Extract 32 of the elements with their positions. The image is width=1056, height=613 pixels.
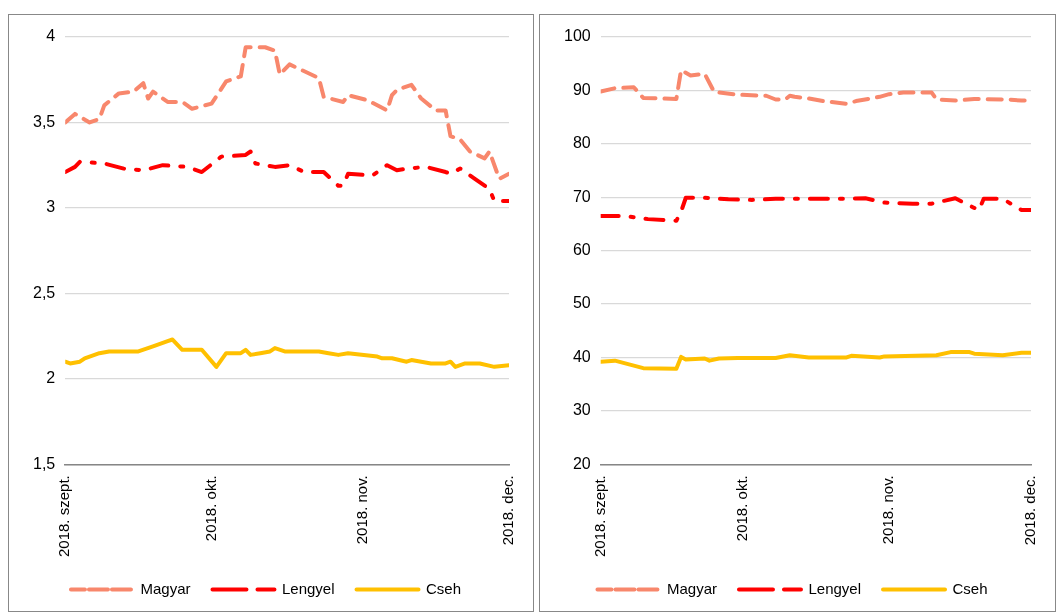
y-tick-label: 4 xyxy=(46,27,56,45)
y-tick-label: 70 xyxy=(572,187,591,205)
y-tick-label: 3 xyxy=(46,198,56,216)
x-tick-label: 2018. dec. xyxy=(1021,475,1039,546)
y-tick-label: 3,5 xyxy=(32,112,56,130)
y-tick-label: 40 xyxy=(572,347,591,365)
y-tick-label: 1,5 xyxy=(32,454,56,472)
y-tick-label: 80 xyxy=(572,134,591,152)
y-tick-label: 90 xyxy=(572,80,591,98)
legend-label: Magyar xyxy=(666,579,717,597)
y-tick-label: 20 xyxy=(572,454,591,472)
legend-label: Magyar xyxy=(140,579,191,597)
line-series xyxy=(600,195,1031,223)
x-tick-label: 2018. okt. xyxy=(732,475,750,542)
y-tick-label: 30 xyxy=(572,401,591,419)
x-tick-label: 2018. szept. xyxy=(55,475,73,558)
y-tick-label: 60 xyxy=(572,241,591,259)
x-tick-label: 2018. okt. xyxy=(201,475,219,542)
legend-label: Lengyel xyxy=(808,579,862,597)
y-tick-label: 100 xyxy=(563,27,591,45)
y-tick-label: 50 xyxy=(572,294,591,312)
legend-label: Cseh xyxy=(426,579,462,597)
y-tick-label: 2,5 xyxy=(32,283,56,301)
x-tick-label: 2018. szept. xyxy=(590,475,608,558)
x-tick-label: 2018. dec. xyxy=(499,475,517,546)
legend-label: Cseh xyxy=(952,579,988,597)
y-tick-label: 2 xyxy=(46,369,56,387)
legend-label: Lengyel xyxy=(281,579,335,597)
x-tick-label: 2018. nov. xyxy=(352,475,370,545)
line-series xyxy=(65,45,509,181)
line-series xyxy=(65,149,509,204)
x-tick-label: 2018. nov. xyxy=(879,475,897,545)
